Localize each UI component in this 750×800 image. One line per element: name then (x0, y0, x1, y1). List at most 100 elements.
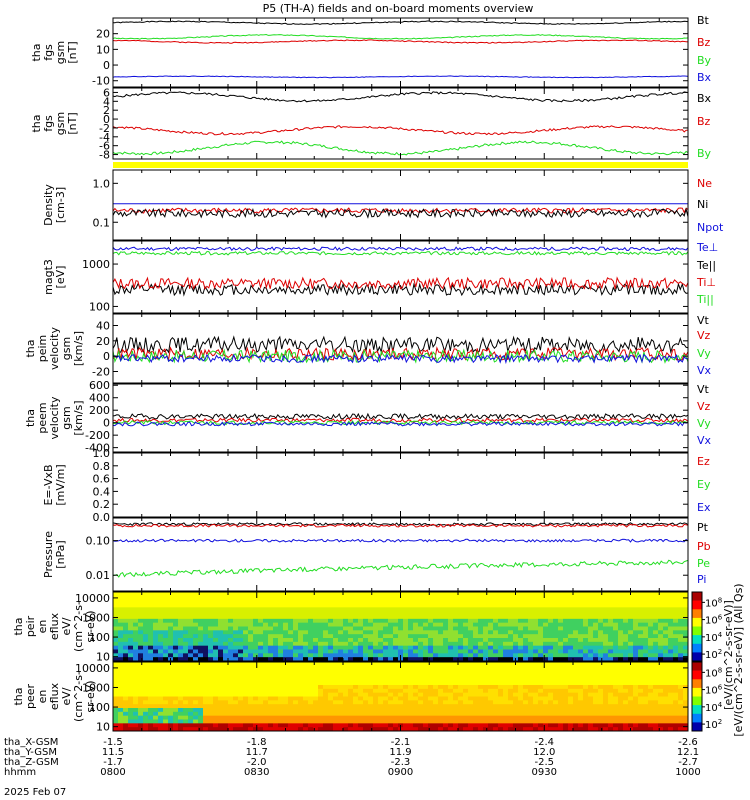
heatmap-cell (378, 611, 384, 616)
heatmap-cell (463, 692, 469, 697)
heatmap-cell (513, 708, 519, 713)
heatmap-cell (163, 622, 169, 627)
heatmap-cell (318, 727, 324, 732)
heatmap-cell (313, 727, 319, 732)
heatmap-cell (603, 700, 609, 705)
heatmap-cell (438, 677, 444, 682)
heatmap-cell (648, 704, 654, 709)
heatmap-cell (493, 704, 499, 709)
heatmap-cell (633, 607, 639, 612)
colorbar-frame (691, 591, 703, 662)
heatmap-cell (578, 622, 584, 627)
heatmap-cell (528, 603, 534, 608)
heatmap-cell (278, 708, 284, 713)
heatmap-cell (203, 645, 209, 650)
heatmap-cell (548, 611, 554, 616)
heatmap-cell (148, 715, 154, 720)
heatmap-cell (338, 645, 344, 650)
heatmap-cell (428, 603, 434, 608)
heatmap-cell (623, 599, 629, 604)
heatmap-cell (173, 696, 179, 701)
heatmap-cell (648, 727, 654, 732)
heatmap-cell (533, 700, 539, 705)
heatmap-cell (568, 634, 574, 639)
heatmap-cell (408, 649, 414, 654)
x-tick-value: 11.7 (246, 747, 268, 758)
heatmap-cell (568, 622, 574, 627)
heatmap-cell (188, 611, 194, 616)
heatmap-cell (358, 603, 364, 608)
heatmap-cell (213, 665, 219, 671)
heatmap-cell (633, 700, 639, 705)
heatmap-cell (558, 700, 564, 705)
heatmap-cell (153, 662, 159, 667)
heatmap-cell (628, 715, 634, 720)
heatmap-cell (233, 626, 239, 631)
heatmap-cell (328, 704, 334, 709)
heatmap-cell (263, 599, 269, 604)
heatmap-cell (478, 649, 484, 654)
heatmap-cell (173, 711, 179, 717)
heatmap-cell (408, 611, 414, 616)
heatmap-cell (258, 696, 264, 701)
heatmap-cell (363, 630, 369, 635)
heatmap-cell (578, 673, 584, 678)
heatmap-cell (223, 653, 229, 658)
heatmap-cell (188, 630, 194, 635)
heatmap-cell (248, 719, 254, 724)
heatmap-cell (568, 662, 574, 667)
heatmap-cell (143, 622, 149, 627)
heatmap-cell (658, 595, 664, 601)
heatmap-cell (318, 665, 324, 671)
heatmap-cell (298, 711, 304, 717)
heatmap-cell (163, 708, 169, 713)
heatmap-cell (623, 595, 629, 601)
heatmap-cell (643, 700, 649, 705)
heatmap-cell (408, 723, 414, 728)
heatmap-cell (348, 723, 354, 728)
heatmap-cell (183, 688, 189, 694)
heatmap-cell (178, 673, 184, 678)
heatmap-cell (528, 688, 534, 694)
heatmap-cell (293, 618, 299, 624)
heatmap-cell (513, 615, 519, 620)
heatmap-cell (353, 708, 359, 713)
heatmap-cell (493, 677, 499, 682)
heatmap-cell (463, 630, 469, 635)
heatmap-cell (478, 630, 484, 635)
heatmap-cell (453, 645, 459, 650)
heatmap-cell (528, 704, 534, 709)
heatmap-cell (653, 649, 659, 654)
heatmap-cell (223, 599, 229, 604)
heatmap-cell (438, 704, 444, 709)
heatmap-cell (263, 653, 269, 658)
heatmap-cell (238, 685, 244, 690)
heatmap-cell (158, 708, 164, 713)
heatmap-cell (153, 653, 159, 658)
y-tick-label: 0 (103, 350, 110, 363)
heatmap-cell (498, 711, 504, 717)
heatmap-cell (573, 696, 579, 701)
heatmap-cell (303, 638, 309, 643)
heatmap-cell (168, 700, 174, 705)
heatmap-cell (588, 592, 594, 597)
legend-entry-Bx: Bx (697, 71, 712, 84)
heatmap-cell (373, 657, 379, 662)
heatmap-cell (323, 727, 329, 732)
heatmap-cell (353, 641, 359, 647)
heatmap-cell (498, 715, 504, 720)
heatmap-cell (423, 611, 429, 616)
heatmap-cell (398, 700, 404, 705)
heatmap-cell (213, 595, 219, 601)
heatmap-cell (258, 657, 264, 662)
heatmap-cell (123, 688, 129, 694)
heatmap-cell (398, 677, 404, 682)
heatmap-cell (273, 715, 279, 720)
heatmap-cell (443, 615, 449, 620)
heatmap-cell (668, 657, 674, 662)
heatmap-cell (223, 638, 229, 643)
heatmap-cell (623, 696, 629, 701)
heatmap-cell (118, 708, 124, 713)
heatmap-cell (683, 634, 689, 639)
